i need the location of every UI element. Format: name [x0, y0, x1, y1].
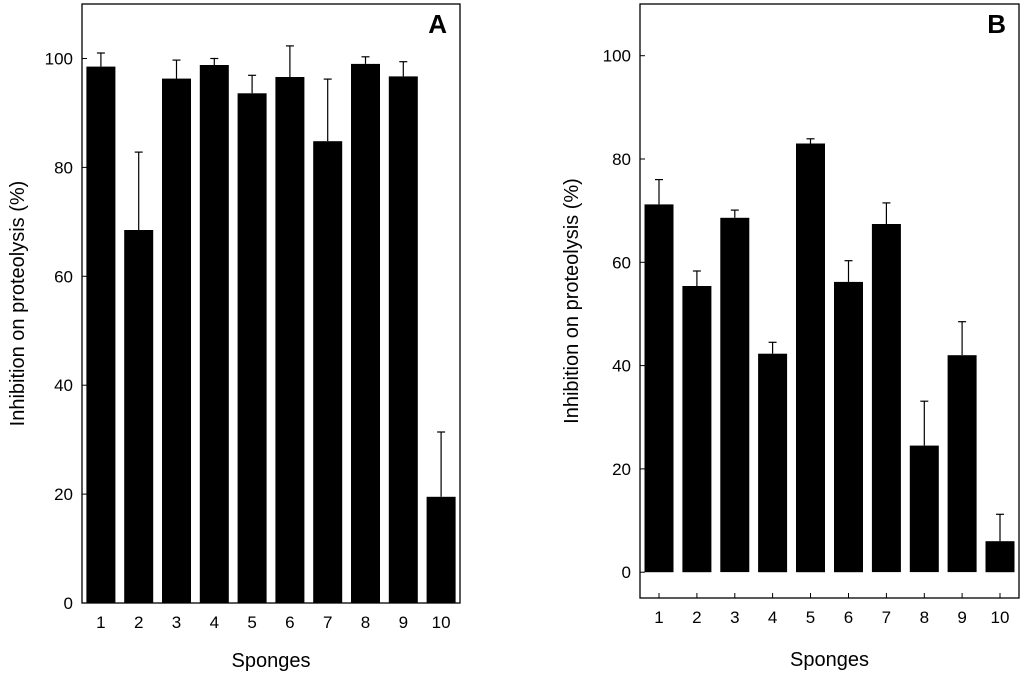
panel-a-x-tick-label: 6 [285, 613, 294, 632]
panel-b-x-tick-label: 10 [991, 608, 1010, 627]
panel-b-x-tick-label: 6 [844, 608, 853, 627]
panel-b-bar-10 [985, 541, 1015, 573]
panel-b-y-axis-title: Inhibition on proteolysis (%) [561, 178, 583, 424]
panel-a-bar-8 [351, 63, 380, 603]
panel-a-x-axis-title: Sponges [232, 650, 311, 672]
panel-a-y-tick-label: 20 [54, 485, 73, 504]
panel-a-bar-3 [162, 78, 191, 604]
panel-b-y-tick-label: 20 [612, 460, 631, 479]
panel-a-chart: 1 2 3 4 5 6 7 8 9 10020406080100SpongesInhibition… [7, 3, 461, 672]
panel-b-y-tick-label: 40 [612, 357, 631, 376]
panel-a-x-tick-label: 7 [323, 613, 332, 632]
panel-a-bar-7 [313, 141, 343, 603]
panel-a-bar-6 [275, 77, 305, 603]
panel-a-y-tick-label: 60 [54, 267, 73, 286]
panel-a-x-tick-label: 5 [247, 613, 256, 632]
panel-a-y-tick-label: 100 [45, 50, 73, 69]
panel-b-bar-7 [871, 224, 901, 573]
panel-a-y-tick-label: 0 [64, 594, 73, 613]
panel-b-bar-5 [796, 143, 825, 573]
panel-b-x-tick-label: 5 [806, 608, 815, 627]
panel-a-bar-4 [199, 65, 229, 603]
panel-a-y-tick-label: 80 [54, 158, 73, 177]
panel-b-x-axis-title: Sponges [790, 649, 869, 671]
panel-a-axes-frame [81, 3, 461, 604]
panel-b-panel-letter: B [987, 9, 1006, 39]
panel-b-x-tick-label: 2 [692, 608, 701, 627]
panel-a-panel-letter: A [428, 9, 447, 39]
panel-a-x-tick-label: 10 [432, 613, 451, 632]
panel-b-bar-8 [909, 445, 939, 573]
panel-a-y-axis-title: Inhibition on proteolysis (%) [7, 181, 29, 427]
panel-b-y-tick-label: 60 [612, 253, 631, 272]
panel-a-bar-1 [86, 66, 116, 604]
panel-a-x-tick-label: 9 [399, 613, 408, 632]
panel-a-bar-5 [237, 93, 267, 604]
panel-b-bar-2 [682, 286, 712, 573]
panel-b-bar-9 [947, 355, 977, 573]
panel-b-x-tick-label: 4 [768, 608, 777, 627]
panel-b-y-tick-label: 80 [612, 150, 631, 169]
panel-a-x-tick-label: 3 [172, 613, 181, 632]
panel-b-bar-6 [834, 281, 863, 573]
panel-a-x-tick-label: 8 [361, 613, 370, 632]
panel-b-x-tick-label: 7 [882, 608, 891, 627]
panel-b-x-tick-label: 3 [730, 608, 739, 627]
panel-a-bar-10 [426, 496, 456, 603]
panel-a-x-tick-label: 2 [134, 613, 143, 632]
panel-b-x-tick-label: 1 [654, 608, 663, 627]
panel-b-bar-1 [644, 204, 674, 573]
panel-b-bar-3 [720, 217, 750, 573]
panel-a-x-tick-label: 4 [210, 613, 219, 632]
panel-b-axes-frame [639, 3, 1020, 599]
panel-b-x-tick-label: 9 [957, 608, 966, 627]
panel-a-x-tick-label: 1 [96, 613, 105, 632]
panel-b-chart: 1 2 3 4 5 6 7 8 9 10020406080100SpongesInhibition… [561, 3, 1020, 671]
panel-b-bar-4 [758, 353, 788, 573]
panel-b-x-tick-label: 8 [920, 608, 929, 627]
panel-b-y-tick-label: 0 [622, 563, 631, 582]
panel-a-bar-9 [388, 76, 418, 603]
panel-a-bar-2 [124, 230, 154, 603]
panel-a-y-tick-label: 40 [54, 376, 73, 395]
panel-b-y-tick-label: 100 [603, 47, 631, 66]
